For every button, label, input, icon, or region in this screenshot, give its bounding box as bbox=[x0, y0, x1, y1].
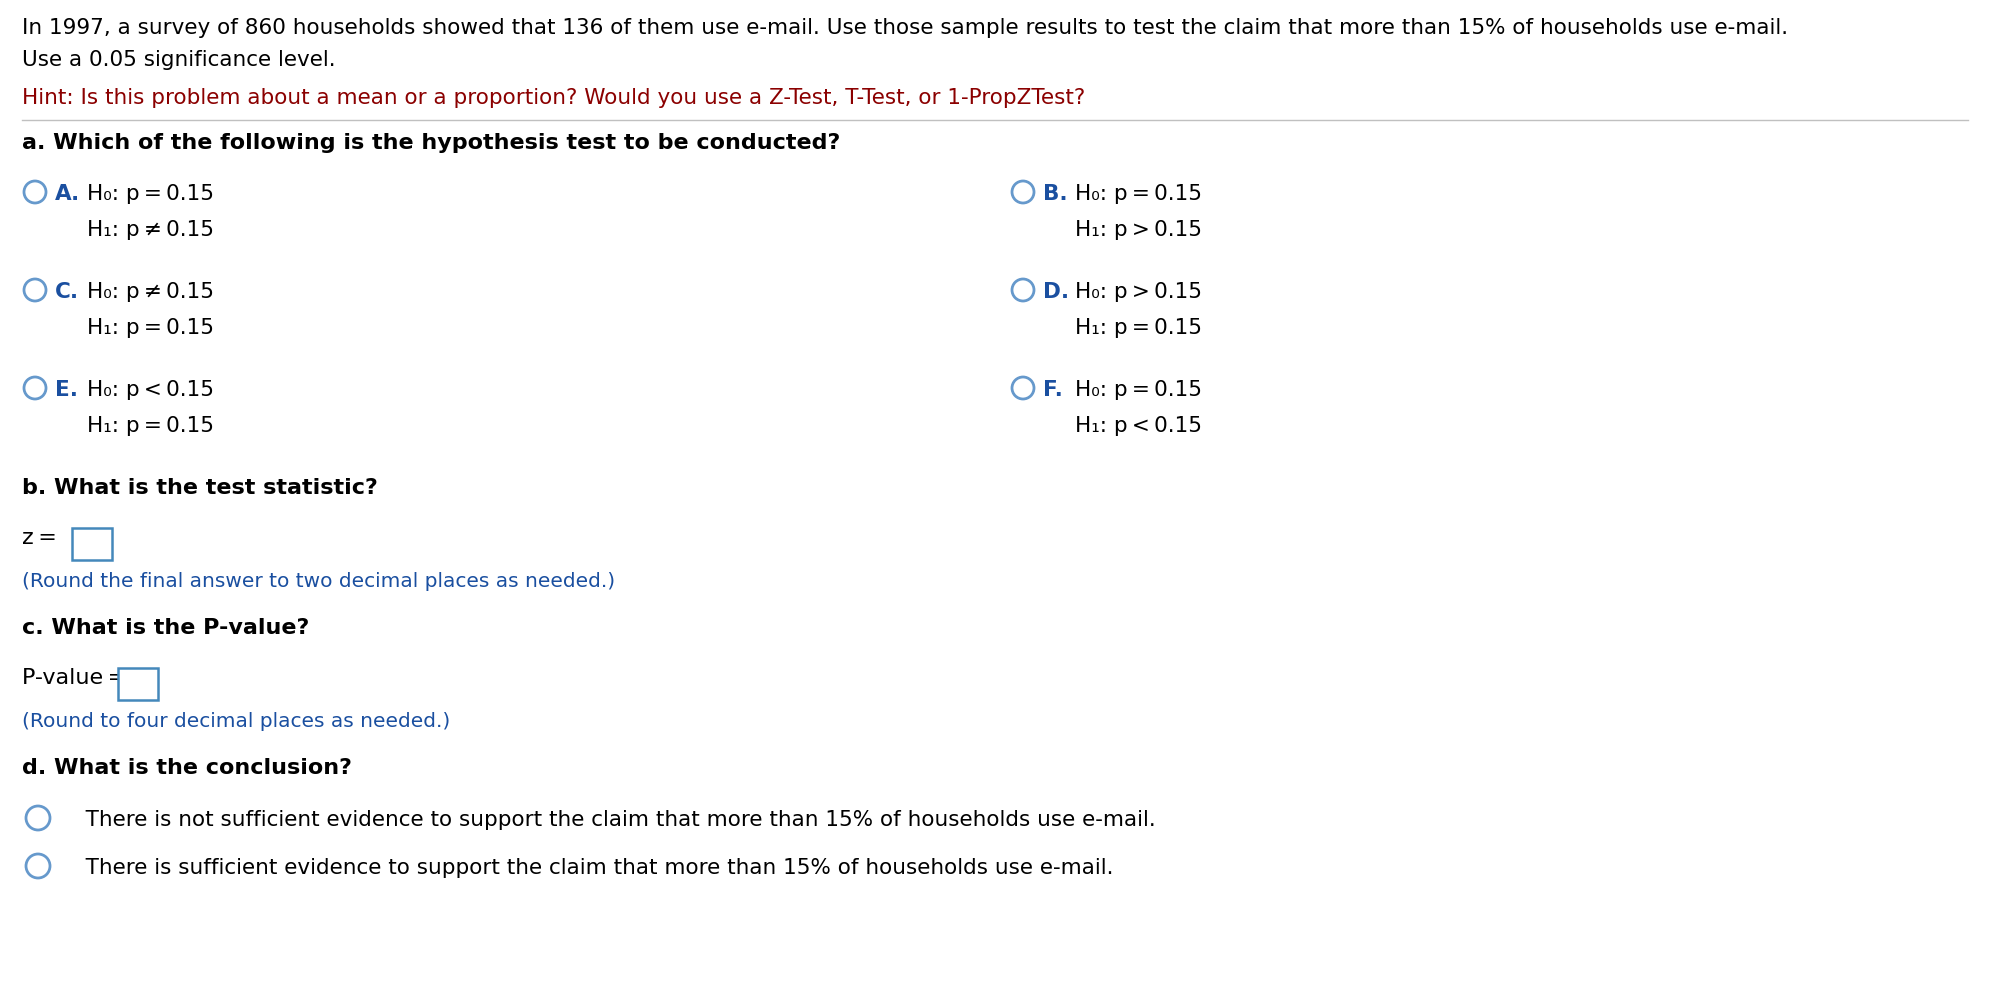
Text: H₀: p ≠ 0.15: H₀: p ≠ 0.15 bbox=[88, 282, 215, 302]
Text: D.: D. bbox=[1042, 282, 1068, 302]
Text: H₁: p = 0.15: H₁: p = 0.15 bbox=[1074, 318, 1201, 338]
Text: There is sufficient evidence to support the claim that more than 15% of househol: There is sufficient evidence to support … bbox=[66, 858, 1114, 878]
Text: H₁: p = 0.15: H₁: p = 0.15 bbox=[88, 318, 215, 338]
FancyBboxPatch shape bbox=[117, 668, 157, 700]
Text: H₀: p > 0.15: H₀: p > 0.15 bbox=[1074, 282, 1201, 302]
Text: A.: A. bbox=[56, 184, 80, 204]
Text: H₀: p < 0.15: H₀: p < 0.15 bbox=[88, 380, 215, 400]
Text: B.: B. bbox=[1042, 184, 1066, 204]
Text: a. Which of the following is the hypothesis test to be conducted?: a. Which of the following is the hypothe… bbox=[22, 133, 839, 153]
Text: Hint: Is this problem about a mean or a proportion? Would you use a Z-Test, T-Te: Hint: Is this problem about a mean or a … bbox=[22, 88, 1084, 108]
Text: H₁: p < 0.15: H₁: p < 0.15 bbox=[1074, 416, 1201, 436]
Text: (Round the final answer to two decimal places as needed.): (Round the final answer to two decimal p… bbox=[22, 572, 615, 591]
Text: H₀: p = 0.15: H₀: p = 0.15 bbox=[88, 184, 215, 204]
Text: H₁: p > 0.15: H₁: p > 0.15 bbox=[1074, 220, 1201, 240]
Text: H₀: p = 0.15: H₀: p = 0.15 bbox=[1074, 184, 1201, 204]
Text: There is not sufficient evidence to support the claim that more than 15% of hous: There is not sufficient evidence to supp… bbox=[66, 810, 1156, 830]
Text: F.: F. bbox=[1042, 380, 1062, 400]
FancyBboxPatch shape bbox=[72, 528, 111, 560]
Text: Use a 0.05 significance level.: Use a 0.05 significance level. bbox=[22, 50, 336, 70]
Text: b. What is the test statistic?: b. What is the test statistic? bbox=[22, 478, 378, 498]
Text: H₀: p = 0.15: H₀: p = 0.15 bbox=[1074, 380, 1201, 400]
Text: z =: z = bbox=[22, 528, 58, 548]
Text: c. What is the P-value?: c. What is the P-value? bbox=[22, 618, 308, 638]
Text: d. What is the conclusion?: d. What is the conclusion? bbox=[22, 758, 352, 778]
Text: E.: E. bbox=[56, 380, 78, 400]
Text: H₁: p ≠ 0.15: H₁: p ≠ 0.15 bbox=[88, 220, 215, 240]
Text: H₁: p = 0.15: H₁: p = 0.15 bbox=[88, 416, 215, 436]
Text: In 1997, a survey of 860 households showed that 136 of them use e-mail. Use thos: In 1997, a survey of 860 households show… bbox=[22, 18, 1788, 38]
Text: (Round to four decimal places as needed.): (Round to four decimal places as needed.… bbox=[22, 712, 450, 731]
Text: C.: C. bbox=[56, 282, 80, 302]
Text: P-value =: P-value = bbox=[22, 668, 125, 688]
